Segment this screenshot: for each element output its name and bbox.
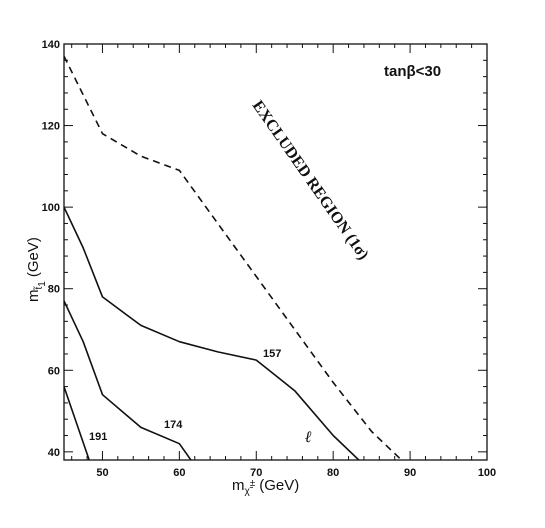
y-tick-label: 80 xyxy=(48,284,60,296)
x-tick-label: 60 xyxy=(173,467,185,479)
x-tick-label: 50 xyxy=(96,467,108,479)
lepton-marker: ℓ xyxy=(304,429,312,446)
x-tick-label: 100 xyxy=(478,467,496,479)
plot-frame xyxy=(63,43,488,461)
annotation-tan-beta: tanβ<30 xyxy=(384,63,441,80)
x-axis-title: mχ̃± (GeV) xyxy=(232,477,299,497)
contour-line-174 xyxy=(64,300,192,460)
y-tick-label: 60 xyxy=(48,365,60,377)
contour-label-174: 174 xyxy=(164,419,183,431)
y-tick-label: 120 xyxy=(42,121,60,133)
y-tick-label: 140 xyxy=(42,39,60,51)
x-tick-label: 90 xyxy=(404,467,416,479)
x-tick-label: 80 xyxy=(327,467,339,479)
contour-label-191: 191 xyxy=(89,431,107,443)
y-tick-label: 100 xyxy=(42,202,60,214)
contour-label-157: 157 xyxy=(263,348,281,360)
contour-line-191 xyxy=(64,386,91,460)
y-axis-title: mt̃1(GeV) xyxy=(25,237,48,302)
y-tick-label: 40 xyxy=(48,447,60,459)
excluded-boundary-line xyxy=(64,55,403,460)
contour-line-157 xyxy=(64,206,360,460)
x-tick-label: 70 xyxy=(250,467,262,479)
excluded-region-label: EXCLUDED REGION (1σ) xyxy=(249,98,372,263)
